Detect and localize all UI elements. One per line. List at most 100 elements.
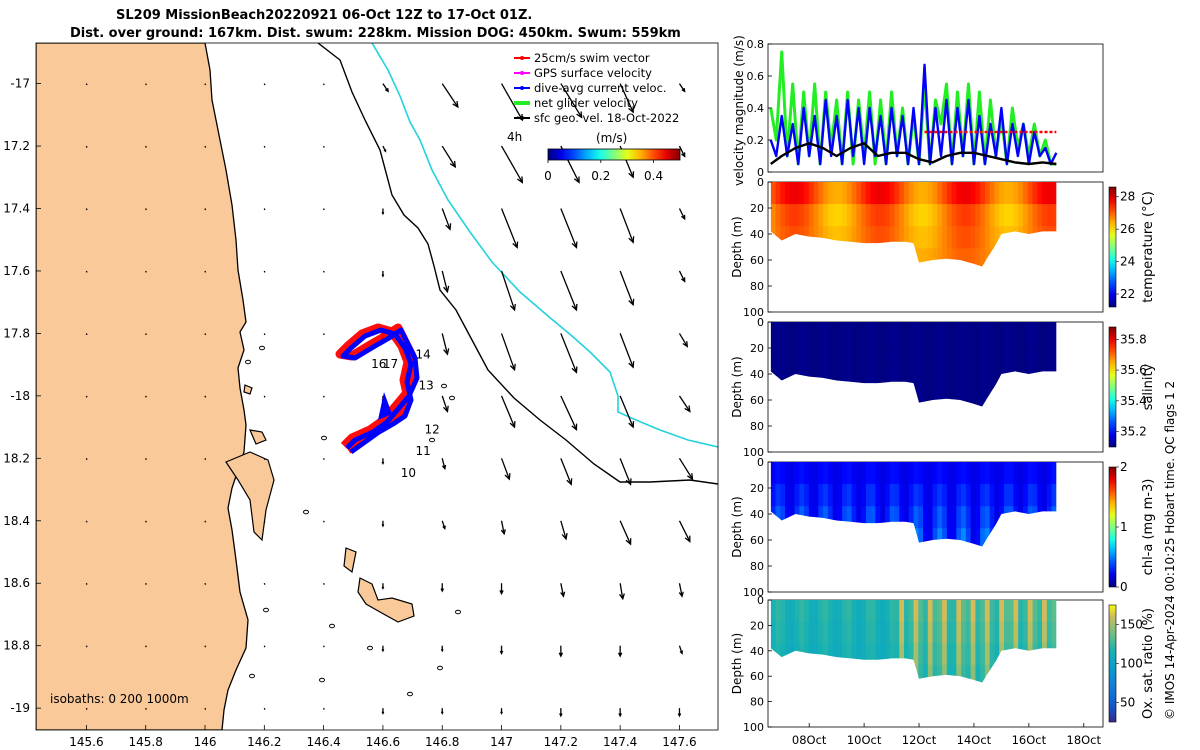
section-axes-frame <box>767 461 1104 593</box>
section-axes-frame <box>767 181 1104 313</box>
geo-vector-arrow <box>204 645 207 648</box>
geo-vector-arrow <box>381 708 385 715</box>
colorbar-tick-label: 150 <box>1120 618 1143 632</box>
geo-vector-arrow <box>678 83 686 93</box>
geo-vector-arrow <box>559 708 563 718</box>
geo-vector-arrow <box>500 395 516 429</box>
map-ytick-label: 17.4 <box>3 202 30 216</box>
geo-vector-arrow <box>85 520 88 523</box>
geo-vector-arrow <box>85 395 88 398</box>
map-xtick-label: 146.2 <box>247 735 281 749</box>
geo-vector-arrow <box>145 208 147 211</box>
geo-vector-arrow <box>678 395 691 413</box>
geo-vector-arrow <box>500 333 516 372</box>
colorbar-tick-label: 35.2 <box>1120 425 1147 439</box>
reef-7 <box>329 623 335 629</box>
geo-vector-arrow <box>500 458 511 481</box>
geo-vector-arrow <box>440 708 444 715</box>
map-xtick-label: 147.2 <box>544 735 578 749</box>
geo-vector-arrow <box>560 520 568 541</box>
colorbar-tick-label: 28 <box>1120 190 1135 204</box>
geo-vector-arrow <box>263 145 266 148</box>
velocity-series-net <box>769 50 1057 166</box>
colorbar-tick-label: 0 <box>544 169 552 183</box>
geo-vector-arrow <box>382 145 387 153</box>
map-xtick-label: 147.6 <box>662 735 696 749</box>
geo-vector-arrow <box>678 583 684 598</box>
velocity-ytick-label: 0.6 <box>747 70 765 83</box>
geo-vector-arrow <box>323 145 325 148</box>
velocity-axes-frame <box>767 43 1104 173</box>
geo-vector-arrow <box>678 333 689 348</box>
velocity-ytick-label: 0 <box>757 166 764 179</box>
colorbar-tick-label: 22 <box>1120 287 1135 301</box>
colorbar-tick-label: 0.4 <box>644 169 663 183</box>
geo-vector-arrow <box>323 458 325 461</box>
colorbar-unit-label: (m/s) <box>596 131 627 145</box>
map-plot-area <box>36 43 718 730</box>
depth-ytick-label: 80 <box>750 560 764 573</box>
depth-ytick-label: 0 <box>757 316 764 329</box>
geo-vector-arrow <box>204 333 207 336</box>
reef-9 <box>437 665 443 671</box>
island-5 <box>243 384 253 395</box>
section-panel-temp: 22 24 26 28 temperature (°C) 0 20 40 60 80 100 Dept… <box>730 176 1156 319</box>
island-2 <box>343 547 357 574</box>
geo-vector-arrow <box>560 458 573 486</box>
section-colorbar <box>1108 604 1117 723</box>
geo-vector-arrow <box>263 645 266 648</box>
section-colorbar <box>1108 186 1117 308</box>
day-label: 16 <box>371 357 386 371</box>
isobath-1000 <box>371 43 718 448</box>
depth-ytick-label: 80 <box>750 420 764 433</box>
colorbar-tick-label: 26 <box>1120 222 1135 236</box>
glider-track <box>335 323 420 455</box>
geo-vector-arrow <box>619 458 632 486</box>
geo-vector-arrow <box>499 583 504 596</box>
depth-ytick-label: 100 <box>743 586 764 599</box>
reef-8 <box>455 609 461 615</box>
map-xtick-label: 147.4 <box>603 735 637 749</box>
geo-vector-arrow <box>678 270 686 283</box>
colorbar-tick-label: 24 <box>1120 255 1135 269</box>
reef-5 <box>321 435 327 441</box>
depth-ytick-label: 20 <box>750 482 764 495</box>
geo-vector-arrow <box>204 395 207 398</box>
figure-title-line1: SL209 MissionBeach20220921 06-Oct 12Z to… <box>116 8 533 23</box>
geo-vector-arrow <box>440 583 445 593</box>
geo-vector-arrow <box>145 645 147 648</box>
velocity-ylabel: velocity magnitude (m/s) <box>732 35 746 186</box>
section-fill <box>770 322 1057 407</box>
legend-marker <box>520 86 524 90</box>
island-4 <box>249 429 267 445</box>
geo-vector-arrow <box>619 145 635 179</box>
colorbar-tick-label: 35.6 <box>1120 363 1147 377</box>
map-ytick-label: 17.8 <box>3 326 30 340</box>
legend-marker <box>520 116 524 120</box>
geo-vector-arrow <box>381 395 385 403</box>
mainland <box>36 43 249 730</box>
geo-vector-arrow <box>441 83 459 109</box>
geo-vector-arrow <box>263 583 266 585</box>
geo-vector-arrow <box>381 208 385 216</box>
legend-interval-label: 4h <box>507 130 522 144</box>
colorbar-tick-label: 35.4 <box>1120 394 1147 408</box>
map-ytick-label: 17.2 <box>3 139 30 153</box>
geo-vector-arrow <box>204 707 207 710</box>
colorbar-tick-label: 0 <box>1120 580 1128 594</box>
geo-vector-arrow <box>560 395 578 432</box>
speed-colorbar <box>547 148 681 161</box>
reef-12 <box>249 673 255 679</box>
colorbar-label: chl-a (mg m-3) <box>1141 479 1156 576</box>
geo-vector-arrow <box>85 645 88 648</box>
geo-vector-arrow <box>85 583 88 585</box>
geo-vector-arrow <box>441 520 446 530</box>
legend-marker <box>520 101 524 105</box>
map-ytick-label: -18 <box>10 389 30 403</box>
geo-vector-arrow <box>441 458 447 471</box>
geo-vector-arrow <box>440 645 444 653</box>
geo-vector-arrow <box>381 520 385 528</box>
depth-ytick-label: 60 <box>750 670 764 683</box>
time-xtick-label: 08Oct <box>792 733 827 747</box>
section-fill <box>770 462 1057 547</box>
